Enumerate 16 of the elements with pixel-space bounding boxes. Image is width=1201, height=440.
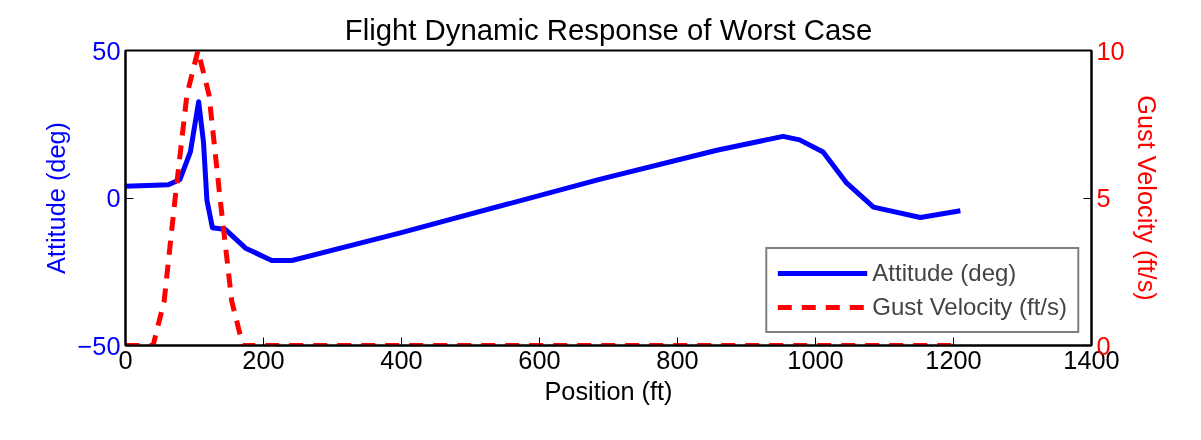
y2-tick-label: 10 (1096, 36, 1125, 65)
x-tick-label: 200 (242, 345, 285, 374)
x-tick-label: 1200 (925, 345, 982, 374)
y-tick-label: 50 (92, 36, 121, 65)
y-tick-label: 0 (106, 184, 121, 212)
x-tick-label: 1000 (787, 345, 844, 374)
x-tick-label: 600 (518, 345, 561, 374)
y2-axis-title: Gust Velocity (ft/s) (1132, 95, 1161, 301)
x-tick-label: 400 (380, 345, 423, 374)
chart-title: Flight Dynamic Response of Worst Case (344, 12, 873, 46)
legend-label: Attitude (deg) (872, 259, 1017, 287)
x-tick-label: 800 (656, 345, 699, 374)
y-axis-title: Attitude (deg) (41, 121, 70, 275)
y2-tick-label: 5 (1096, 184, 1111, 212)
x-axis-title: Position (ft) (544, 376, 673, 405)
legend-label: Gust Velocity (ft/s) (872, 293, 1067, 321)
